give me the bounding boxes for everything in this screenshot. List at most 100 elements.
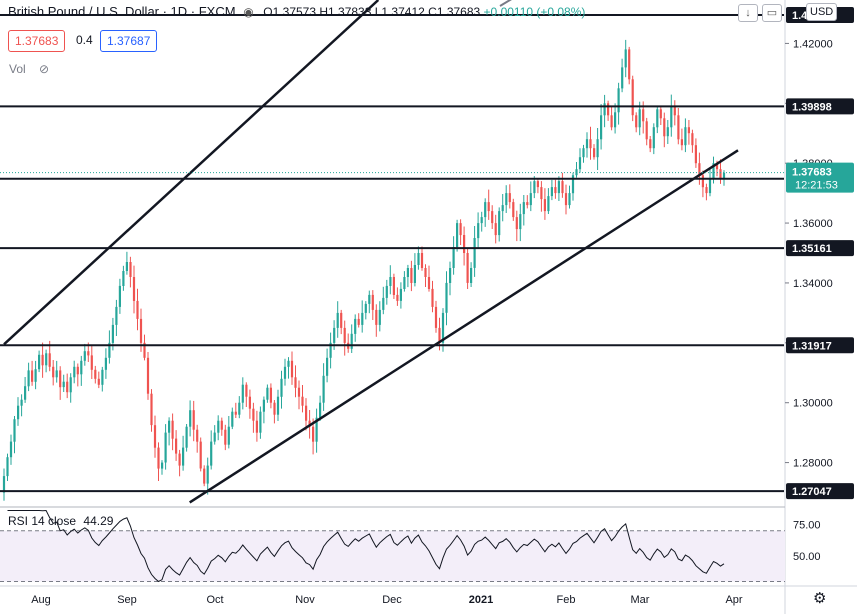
candle[interactable]	[399, 288, 402, 301]
candle[interactable]	[45, 353, 48, 366]
candle[interactable]	[417, 253, 420, 265]
candle[interactable]	[712, 163, 715, 179]
candle[interactable]	[132, 277, 136, 301]
candle[interactable]	[210, 441, 213, 466]
candle[interactable]	[266, 387, 269, 400]
candle[interactable]	[20, 399, 23, 406]
candle[interactable]	[406, 268, 409, 277]
candle[interactable]	[350, 333, 353, 349]
candle[interactable]	[203, 468, 206, 484]
candle[interactable]	[557, 181, 560, 194]
candle[interactable]	[396, 294, 399, 301]
candle[interactable]	[687, 127, 690, 134]
candle[interactable]	[382, 297, 385, 310]
candle[interactable]	[6, 457, 9, 477]
candle[interactable]	[220, 420, 223, 430]
candle[interactable]	[83, 351, 86, 361]
candle[interactable]	[459, 223, 462, 236]
candle[interactable]	[550, 187, 553, 197]
candle[interactable]	[715, 163, 719, 170]
candle[interactable]	[413, 265, 416, 283]
candle[interactable]	[24, 386, 27, 400]
candle[interactable]	[259, 411, 262, 433]
candle[interactable]	[610, 115, 613, 128]
candle[interactable]	[252, 408, 255, 421]
candle[interactable]	[185, 426, 188, 448]
candle[interactable]	[652, 127, 655, 149]
rsi-line[interactable]	[7, 509, 725, 583]
candle[interactable]	[691, 133, 694, 146]
bid-price-button[interactable]: 1.37683	[8, 30, 66, 52]
candle[interactable]	[564, 193, 568, 206]
candle[interactable]	[424, 268, 427, 277]
candle[interactable]	[224, 429, 227, 445]
candle[interactable]	[673, 106, 676, 116]
candle[interactable]	[708, 178, 712, 194]
candle[interactable]	[410, 268, 413, 283]
candle[interactable]	[621, 67, 624, 89]
candle[interactable]	[354, 318, 357, 334]
candle[interactable]	[297, 387, 301, 397]
candle[interactable]	[108, 342, 111, 358]
candle[interactable]	[241, 384, 244, 403]
candle[interactable]	[607, 103, 610, 116]
candle[interactable]	[161, 462, 164, 469]
candle[interactable]	[326, 357, 329, 376]
candle[interactable]	[357, 318, 360, 325]
candle[interactable]	[66, 381, 69, 393]
candle[interactable]	[656, 109, 659, 128]
candle[interactable]	[192, 410, 195, 430]
candle[interactable]	[477, 223, 480, 239]
candle[interactable]	[136, 300, 139, 319]
candle[interactable]	[571, 175, 575, 194]
candle[interactable]	[287, 360, 290, 367]
candle[interactable]	[596, 139, 599, 158]
candle[interactable]	[139, 318, 143, 343]
candle[interactable]	[17, 405, 20, 420]
candle[interactable]	[262, 399, 265, 412]
candle[interactable]	[48, 353, 51, 367]
candle[interactable]	[677, 115, 680, 140]
candle[interactable]	[638, 109, 641, 128]
candle[interactable]	[498, 211, 501, 236]
candle[interactable]	[213, 432, 216, 442]
candle[interactable]	[508, 193, 511, 203]
candle[interactable]	[519, 214, 522, 230]
candle[interactable]	[150, 393, 153, 426]
candle[interactable]	[217, 420, 220, 433]
candle[interactable]	[273, 402, 276, 415]
candle[interactable]	[642, 109, 645, 122]
candle[interactable]	[561, 181, 564, 194]
candle[interactable]	[589, 139, 592, 149]
candle[interactable]	[146, 357, 150, 394]
candle[interactable]	[143, 342, 146, 358]
candle[interactable]	[329, 342, 332, 358]
candle[interactable]	[554, 187, 557, 194]
candle[interactable]	[680, 139, 683, 146]
candle[interactable]	[441, 312, 445, 343]
candle[interactable]	[41, 354, 44, 366]
trendline-extension[interactable]	[499, 0, 520, 7]
candle[interactable]	[290, 360, 294, 378]
candle[interactable]	[255, 420, 258, 433]
candle[interactable]	[701, 175, 704, 188]
candle[interactable]	[722, 172, 726, 179]
candle[interactable]	[578, 157, 582, 170]
candle[interactable]	[487, 202, 490, 212]
candle[interactable]	[593, 148, 596, 158]
candle[interactable]	[698, 163, 701, 176]
candle[interactable]	[624, 49, 627, 68]
maximize-pane-icon[interactable]: ▭	[762, 4, 782, 22]
candle[interactable]	[649, 139, 652, 149]
candle[interactable]	[371, 294, 374, 310]
candle[interactable]	[315, 417, 318, 442]
candle[interactable]	[392, 277, 395, 295]
candle[interactable]	[540, 187, 543, 200]
candle[interactable]	[628, 49, 631, 80]
candle[interactable]	[55, 370, 58, 378]
candle[interactable]	[178, 453, 181, 466]
symbol-title[interactable]: British Pound / U.S. Dollar · 1D · FXCM	[8, 4, 236, 19]
candle[interactable]	[484, 202, 487, 218]
candle[interactable]	[199, 441, 202, 469]
candle[interactable]	[659, 109, 662, 119]
